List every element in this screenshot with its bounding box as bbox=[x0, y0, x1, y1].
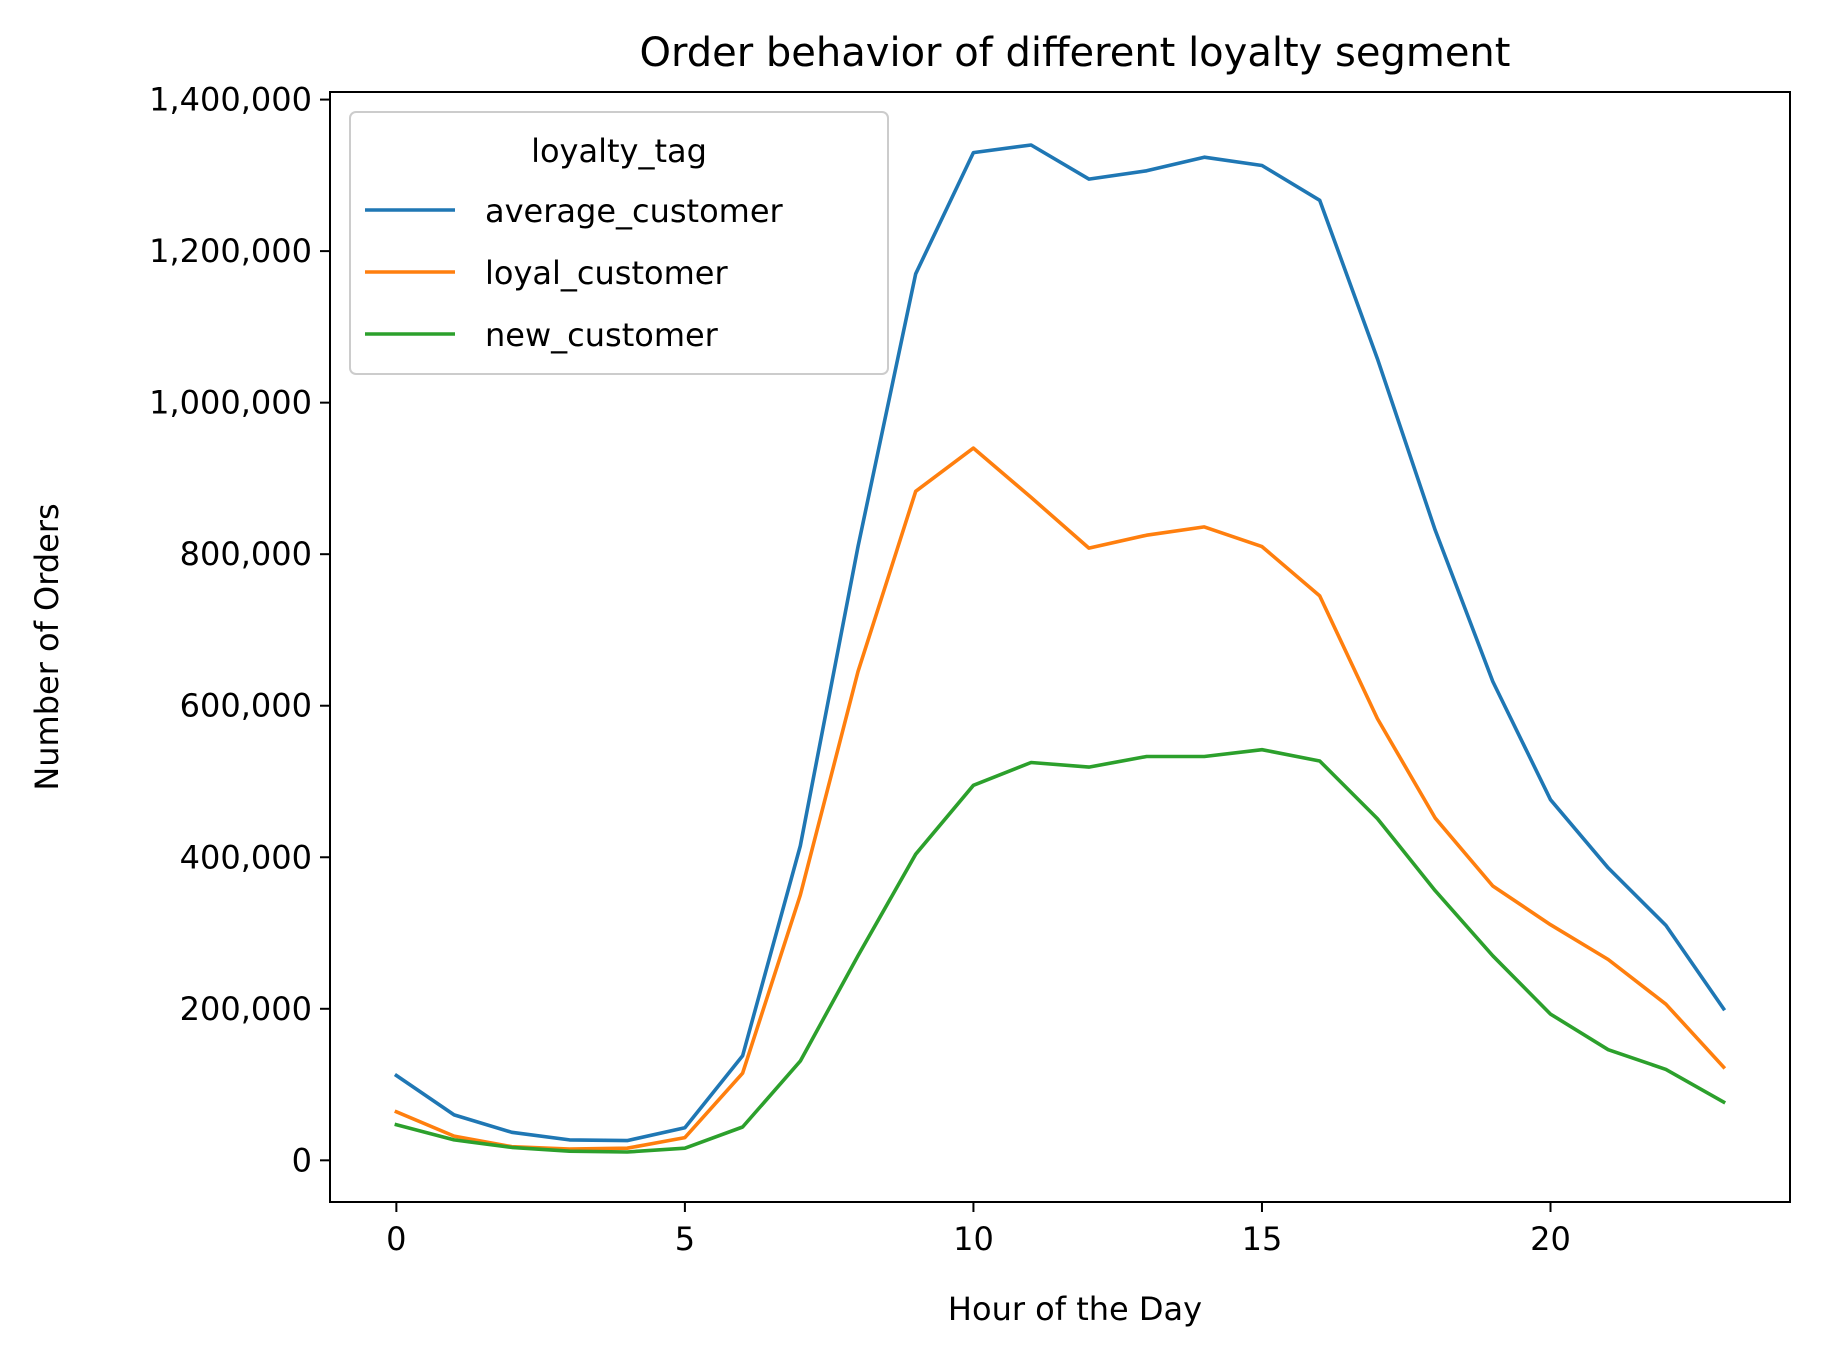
y-tick: 0 bbox=[292, 1141, 330, 1179]
plot-area bbox=[393, 143, 1727, 1154]
legend-item: new_customer bbox=[365, 316, 719, 354]
legend-label: loyal_customer bbox=[485, 254, 728, 292]
plot-frame bbox=[329, 91, 1791, 1203]
series-line-loyal-customer bbox=[394, 446, 1727, 1151]
series-line-new-customer bbox=[394, 747, 1727, 1154]
x-tick: 5 bbox=[675, 1202, 695, 1258]
chart-title: Order behavior of different loyalty segm… bbox=[640, 30, 1511, 76]
x-tick: 20 bbox=[1530, 1202, 1571, 1258]
y-tick: 400,000 bbox=[180, 838, 330, 876]
y-tick: 200,000 bbox=[180, 990, 330, 1028]
legend-label: new_customer bbox=[485, 316, 719, 354]
y-tick-label: 0 bbox=[292, 1141, 312, 1179]
x-tick-label: 0 bbox=[386, 1220, 406, 1258]
x-tick-label: 5 bbox=[675, 1220, 695, 1258]
y-tick-label: 600,000 bbox=[180, 687, 312, 725]
x-tick-label: 20 bbox=[1530, 1220, 1571, 1258]
x-tick-label: 15 bbox=[1242, 1220, 1283, 1258]
y-tick: 1,200,000 bbox=[149, 232, 330, 270]
y-axis-label: Number of Orders bbox=[28, 503, 66, 790]
legend-label: average_customer bbox=[485, 192, 784, 230]
legend-box bbox=[349, 111, 889, 375]
y-tick-label: 1,400,000 bbox=[149, 81, 312, 119]
legend-title: loyalty_tag bbox=[531, 132, 707, 170]
y-axis: 0 200,000 400,000 600,000 800,000 1,000,000 1,… bbox=[149, 81, 330, 1179]
y-tick: 800,000 bbox=[180, 535, 330, 573]
legend-item: loyal_customer bbox=[365, 254, 728, 292]
y-tick-label: 1,200,000 bbox=[149, 232, 312, 270]
y-tick-label: 400,000 bbox=[180, 838, 312, 876]
y-tick: 1,000,000 bbox=[149, 384, 330, 422]
y-tick-label: 1,000,000 bbox=[149, 384, 312, 422]
y-tick: 1,400,000 bbox=[149, 81, 330, 119]
legend-items: average_customer loyal_customer new_custom… bbox=[365, 192, 784, 354]
x-axis: 0 5 10 15 20 bbox=[386, 1202, 1571, 1258]
y-tick-label: 800,000 bbox=[180, 535, 312, 573]
x-tick-label: 10 bbox=[953, 1220, 994, 1258]
x-tick: 0 bbox=[386, 1202, 407, 1258]
series-line-average-customer bbox=[393, 143, 1727, 1143]
x-axis-label: Hour of the Day bbox=[948, 1290, 1202, 1328]
x-tick: 15 bbox=[1242, 1202, 1283, 1258]
legend: loyalty_tag average_customer loyal_custom… bbox=[349, 111, 889, 375]
y-tick: 600,000 bbox=[180, 687, 330, 725]
y-tick-label: 200,000 bbox=[180, 990, 312, 1028]
legend-item: average_customer bbox=[365, 192, 784, 230]
x-tick: 10 bbox=[953, 1202, 994, 1258]
